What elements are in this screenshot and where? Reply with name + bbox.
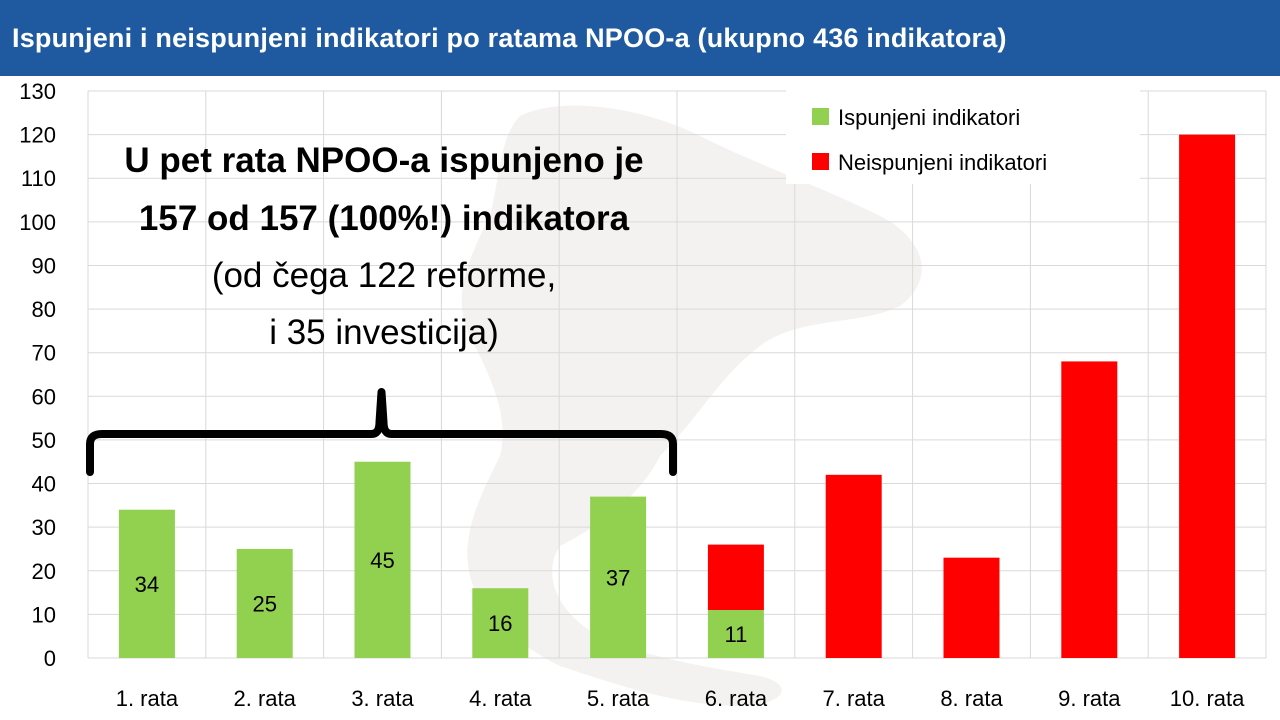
y-tick-label: 70 — [32, 341, 56, 366]
x-tick-label: 2. rata — [234, 686, 297, 711]
bar-value-labels: 34 25 45 16 37 11 — [135, 548, 748, 647]
bar-ispunjeni — [472, 588, 529, 658]
x-tick-label: 7. rata — [823, 686, 886, 711]
bar-neispunjeni — [1179, 134, 1236, 659]
bar-neispunjeni — [707, 544, 764, 611]
bar-value-label: 25 — [252, 591, 276, 616]
x-tick-label: 9. rata — [1058, 686, 1121, 711]
x-tick-label: 6. rata — [705, 686, 768, 711]
y-tick-label: 120 — [19, 123, 56, 148]
bar-ispunjeni — [118, 509, 175, 658]
bar-ispunjeni — [707, 610, 764, 658]
legend: Ispunjeni indikatori Neispunjeni indikat… — [786, 90, 1140, 184]
header-bar: Ispunjeni i neispunjeni indikatori po ra… — [0, 0, 1280, 76]
bar-ispunjeni — [354, 461, 411, 658]
y-tick-label: 60 — [32, 384, 56, 409]
y-tick-label: 110 — [21, 166, 56, 191]
slide-title: Ispunjeni i neispunjeni indikatori po ra… — [12, 22, 1007, 53]
stacked-bar-chart: 0 10 20 30 40 50 60 70 80 90 100 110 120 130 34 25 45 16… — [19, 79, 1267, 711]
y-tick-label: 0 — [44, 646, 56, 671]
bar-value-label: 16 — [488, 611, 512, 636]
y-tick-label: 10 — [32, 602, 56, 627]
x-tick-label: 4. rata — [469, 686, 532, 711]
bar-neispunjeni — [1061, 361, 1118, 658]
curly-brace — [86, 388, 677, 476]
x-axis-ticks: 1. rata 2. rata 3. rata 4. rata 5. rata 6. ra… — [116, 686, 1245, 711]
x-tick-label: 5. rata — [587, 686, 650, 711]
y-tick-label: 40 — [32, 472, 56, 497]
y-tick-label: 130 — [19, 79, 56, 104]
y-tick-label: 20 — [32, 559, 56, 584]
x-tick-label: 1. rata — [116, 686, 179, 711]
y-tick-label: 100 — [19, 210, 56, 235]
annotation-line-3: (od čega 122 reforme, — [212, 256, 556, 295]
bar-neispunjeni — [943, 557, 1000, 658]
legend-swatch-ispunjeni — [812, 108, 829, 125]
croatia-map-watermark — [461, 105, 922, 706]
bars — [118, 134, 1236, 659]
x-tick-label: 8. rata — [940, 686, 1003, 711]
x-tick-label: 3. rata — [351, 686, 414, 711]
legend-label-neispunjeni: Neispunjeni indikatori — [838, 150, 1047, 175]
bar-ispunjeni — [236, 548, 293, 658]
annotation-line-1: U pet rata NPOO-a ispunjeno je — [124, 141, 643, 180]
y-tick-label: 30 — [32, 515, 56, 540]
x-tick-label: 10. rata — [1170, 686, 1245, 711]
legend-swatch-neispunjeni — [812, 153, 829, 170]
annotation-line-4: i 35 investicija) — [269, 313, 499, 352]
bar-value-label: 11 — [724, 622, 747, 647]
legend-label-ispunjeni: Ispunjeni indikatori — [838, 105, 1020, 130]
annotation-line-2: 157 od 157 (100%!) indikatora — [139, 199, 630, 238]
y-tick-label: 50 — [32, 428, 56, 453]
bar-value-label: 37 — [606, 565, 630, 590]
bar-value-label: 45 — [370, 548, 394, 573]
y-axis-ticks: 0 10 20 30 40 50 60 70 80 90 100 110 120 130 — [19, 79, 56, 671]
bar-value-label: 34 — [135, 572, 159, 597]
bar-neispunjeni — [825, 474, 882, 658]
y-tick-label: 90 — [32, 253, 56, 278]
annotation: U pet rata NPOO-a ispunjeno je 157 od 15… — [86, 141, 677, 476]
legend-background — [786, 90, 1140, 184]
bar-ispunjeni — [590, 496, 647, 658]
y-tick-label: 80 — [32, 297, 56, 322]
